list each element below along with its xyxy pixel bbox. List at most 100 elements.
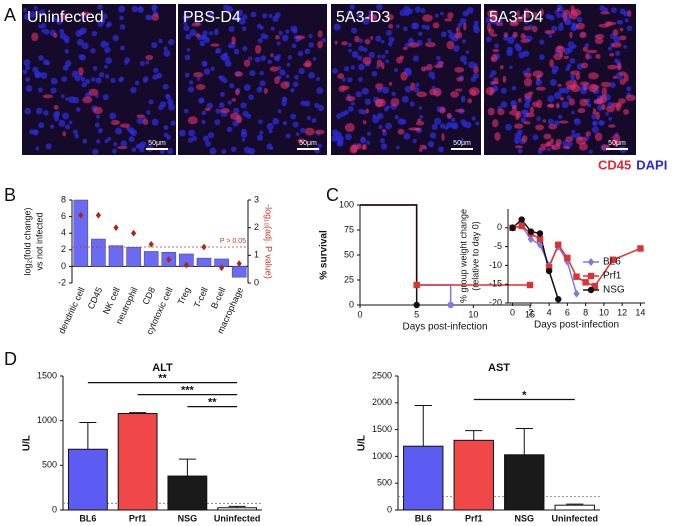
cd45-signal: [488, 28, 495, 35]
nucleus: [207, 12, 215, 20]
x-tick-label: CD45: [86, 286, 105, 311]
nucleus: [58, 119, 66, 127]
nucleus: [357, 55, 363, 61]
cd45-signal: [53, 32, 58, 39]
x-tick-label: 10: [599, 307, 609, 317]
nucleus: [112, 148, 117, 154]
cd45-signal: [381, 128, 386, 133]
y-tick-label: 1000: [372, 451, 392, 461]
cd45-signal: [145, 55, 154, 61]
marker: [509, 224, 516, 231]
nucleus: [498, 18, 503, 23]
nucleus: [420, 8, 426, 14]
cd45-signal: [497, 108, 505, 116]
nucleus: [317, 143, 322, 149]
nucleus: [75, 30, 83, 37]
nucleus: [591, 126, 599, 134]
cd45-signal: [598, 23, 610, 28]
nucleus: [165, 94, 172, 100]
x-tick-label: 0: [510, 307, 515, 317]
y-tick-label: 0: [52, 504, 57, 514]
cd45-signal: [195, 33, 201, 38]
cd45-signal: [473, 66, 479, 74]
nucleus: [557, 24, 564, 32]
cd45-signal: [579, 81, 590, 86]
nucleus: [229, 83, 235, 89]
bar: [217, 507, 258, 511]
nucleus: [400, 119, 407, 125]
nucleus: [105, 57, 112, 64]
nucleus: [259, 130, 264, 135]
nucleus: [243, 84, 251, 91]
nucleus: [592, 121, 597, 126]
nucleus: [64, 60, 72, 67]
nucleus: [134, 80, 140, 86]
nucleus: [506, 46, 513, 53]
cd45-signal: [370, 35, 374, 40]
nucleus: [188, 129, 196, 137]
nucleus: [500, 101, 508, 108]
cd45-signal: [601, 87, 608, 97]
nucleus: [128, 136, 135, 143]
cd45-signal: [317, 30, 323, 38]
y2-tick-label: 3: [254, 194, 259, 204]
nucleus: [62, 112, 70, 120]
cd45-signal: [231, 98, 237, 102]
cd45-signal: [110, 119, 120, 126]
nucleus: [404, 85, 412, 93]
nucleus: [279, 69, 286, 76]
marker: [447, 301, 454, 309]
nucleus: [570, 133, 576, 139]
nucleus: [95, 77, 102, 84]
cd45-signal: [418, 147, 423, 152]
nucleus: [38, 9, 46, 17]
nucleus: [124, 57, 131, 64]
y-tick-label: 8: [61, 194, 66, 204]
nucleus: [59, 32, 67, 40]
y-tick-label: -10: [489, 260, 502, 270]
cd45-signal: [600, 81, 612, 88]
nucleus: [412, 55, 419, 62]
nucleus: [347, 42, 353, 48]
nucleus: [355, 91, 362, 98]
cd45-signal: [195, 83, 206, 90]
nucleus: [311, 118, 317, 123]
nucleus: [120, 140, 128, 148]
cd45-signal: [579, 98, 589, 107]
nucleus: [187, 86, 195, 93]
cd45-signal: [362, 56, 372, 65]
cd45-signal: [538, 146, 547, 151]
nucleus: [115, 127, 123, 135]
nucleus: [64, 49, 70, 54]
cd45-signal: [581, 62, 589, 69]
nucleus: [248, 94, 254, 101]
nucleus: [148, 15, 153, 20]
nucleus: [350, 101, 355, 106]
nucleus: [131, 147, 137, 153]
nucleus: [290, 88, 295, 93]
nucleus: [131, 5, 139, 13]
nucleus: [109, 112, 117, 120]
cd45-signal: [592, 108, 597, 113]
nucleus: [249, 70, 256, 77]
nucleus: [349, 4, 356, 10]
nucleus: [32, 66, 39, 73]
nucleus: [440, 11, 444, 16]
cd45-signal: [579, 31, 587, 39]
nucleus: [561, 101, 569, 109]
x-tick-label: NSG: [178, 513, 198, 523]
marker: [582, 279, 589, 286]
cd45-signal: [575, 73, 581, 80]
nucleus: [183, 108, 189, 114]
nucleus: [163, 46, 168, 51]
nucleus: [215, 49, 220, 54]
nucleus: [110, 77, 116, 84]
nucleus: [272, 117, 280, 125]
nucleus: [262, 13, 268, 19]
scale-bar-label: 50μm: [148, 140, 166, 147]
nucleus: [526, 67, 531, 73]
nucleus: [94, 122, 100, 128]
nucleus: [268, 13, 273, 18]
nucleus: [95, 114, 101, 119]
cd45-signal: [400, 71, 408, 81]
